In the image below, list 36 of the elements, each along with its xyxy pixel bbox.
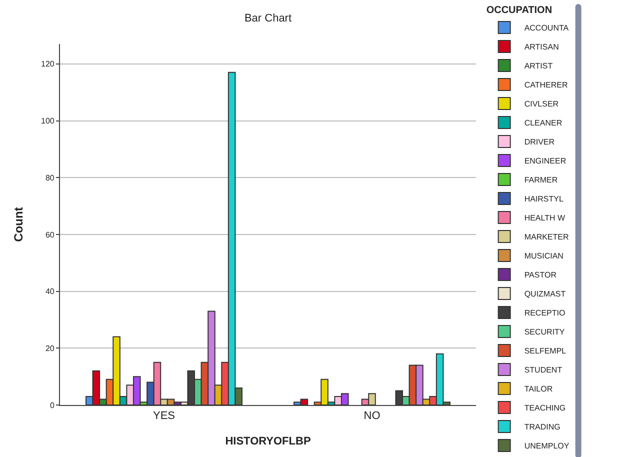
legend-label: ACCOUNTA (524, 24, 570, 33)
legend-label: FARMER (524, 176, 558, 185)
legend-label: SECURITY (524, 328, 566, 337)
legend-label: TAILOR (524, 384, 553, 394)
y-axis-title: Count (11, 207, 26, 242)
legend-label: DRIVER (524, 138, 555, 147)
x-tick-label: NO (364, 410, 381, 422)
legend-label: ARTIST (524, 62, 553, 71)
legend-label: PASTOR (524, 270, 557, 280)
legend-label: QUIZMAST (524, 290, 566, 299)
legend-label: TRADING (524, 422, 560, 432)
legend-label: MUSICIAN (524, 252, 564, 261)
y-tick-label: 80 (45, 173, 55, 182)
legend-label: UNEMPLOY (524, 442, 570, 451)
y-tick-label: 100 (41, 116, 55, 126)
legend-label: HAIRSTYL (524, 194, 564, 204)
legend-label: TEACHING (524, 404, 566, 413)
y-tick-label: 40 (45, 287, 55, 296)
legend-label: CIVLSER (524, 100, 559, 109)
y-tick-label: 0 (50, 400, 55, 410)
y-tick-label: 60 (45, 230, 55, 240)
y-tick-label: 120 (41, 60, 55, 69)
legend-label: HEALTH W (524, 214, 566, 223)
x-tick-label: YES (152, 410, 176, 422)
legend-label: RECEPTIO (524, 308, 566, 318)
legend-label: ARTISAN (524, 42, 560, 52)
legend-label: ENGINEER (524, 156, 566, 166)
legend-label: MARKETER (524, 232, 569, 242)
legend-title: OCCUPATION (486, 5, 552, 16)
legend-label: SELFEMPL (524, 346, 567, 356)
legend-label: CLEANER (524, 118, 562, 128)
legend-label: STUDENT (524, 366, 562, 375)
y-tick-label: 20 (45, 344, 55, 353)
legend-label: CATHERER (524, 80, 568, 90)
x-axis-title: HISTORYOFLBP (225, 435, 311, 448)
chart-title: Bar Chart (244, 12, 292, 24)
